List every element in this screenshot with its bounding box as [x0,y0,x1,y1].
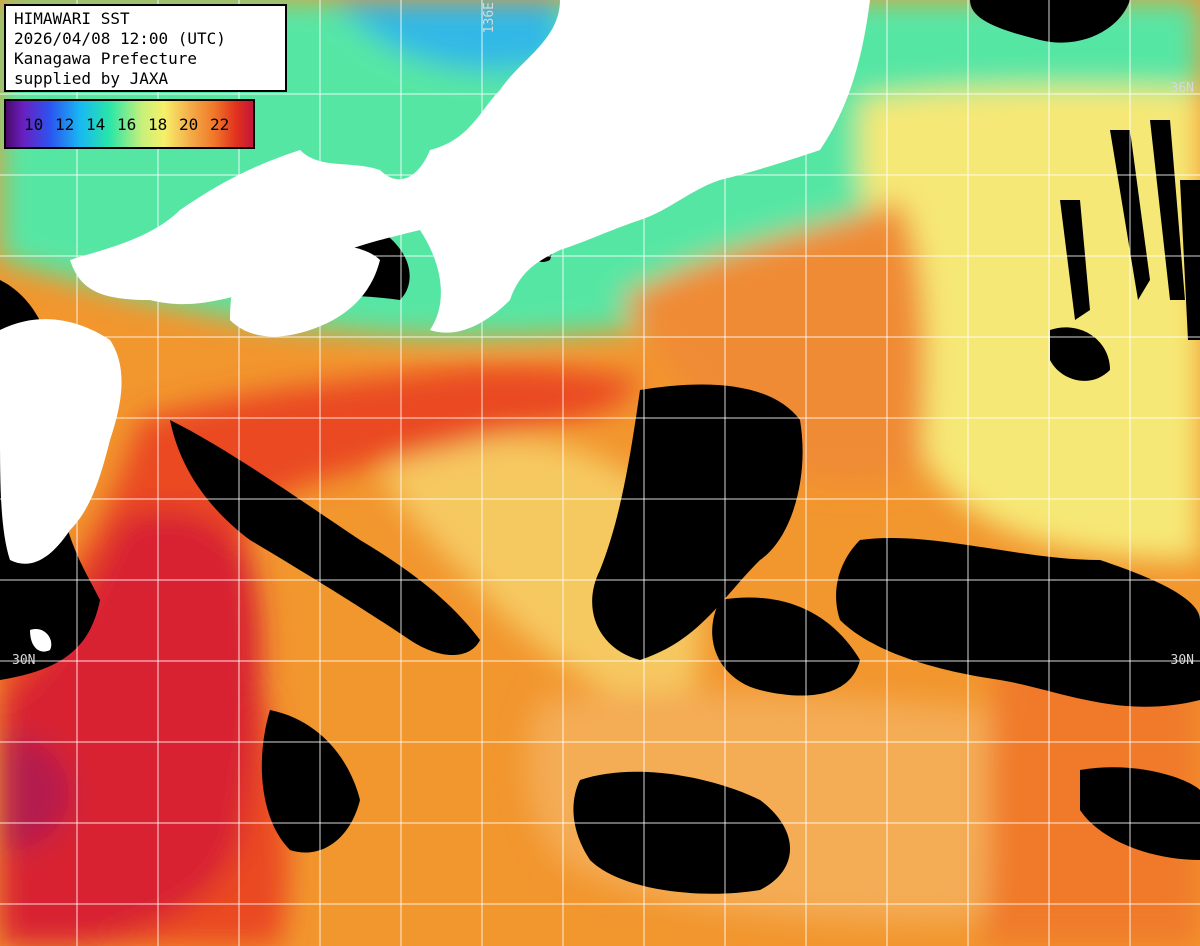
coldest-inner-bay [330,0,560,71]
warmest-spot [0,738,70,850]
lat-label-36n: 36N [1170,81,1194,96]
orange-northcentral [620,200,926,485]
legend-tick: 16 [117,114,137,134]
region-label: Kanagawa Prefecture [14,49,198,68]
legend-tick: 22 [210,114,230,134]
small-island-1 [30,629,52,652]
info-box: HIMAWARI SST 2026/04/08 12:00 (UTC) Kana… [4,4,287,92]
cloud-top-right [970,0,1130,43]
cloud-band-diagonal [170,420,480,655]
lat-label-30n-right: 30N [1170,653,1194,668]
lat-label-30n-left: 30N [12,653,36,668]
warm-east-yellow [860,87,1200,560]
legend-tick: 12 [55,114,75,134]
timestamp: 2026/04/08 12:00 (UTC) [14,29,226,48]
credit-label: supplied by JAXA [14,69,169,88]
cloud-south-oval [573,771,790,894]
legend-tick: 20 [179,114,199,134]
cloud-bottom-right [1080,767,1200,860]
shikoku [230,243,380,337]
legend-tick: 10 [24,114,44,134]
cloud-northeast-patch [1050,327,1110,381]
kuroshio-core [0,510,261,946]
product-title: HIMAWARI SST [14,9,130,28]
cloud-central [592,384,803,660]
cloud-center-south [712,597,860,696]
color-legend: 10 12 14 16 18 20 22 [4,99,255,149]
cloud-bottom-left [261,710,360,853]
legend-tick: 14 [86,114,106,134]
lon-label-136e: 136E [482,2,497,34]
legend-tick: 18 [148,114,168,134]
kyushu [0,319,122,564]
